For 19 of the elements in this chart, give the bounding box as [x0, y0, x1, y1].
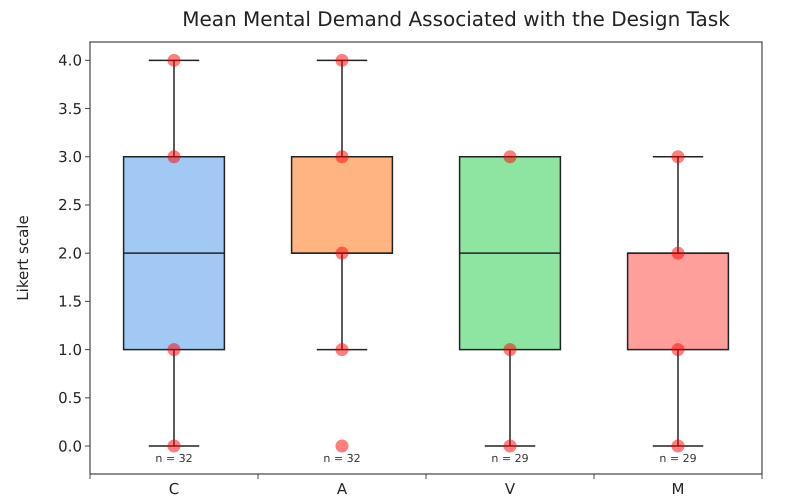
x-tick-label: M [672, 480, 684, 498]
y-tick-label: 1.0 [58, 340, 82, 359]
x-tick-label: V [504, 480, 516, 498]
y-tick-label: 3.5 [58, 100, 82, 118]
y-tick-label: 1.5 [58, 292, 82, 311]
y-tick-label: 4.0 [58, 52, 82, 70]
y-tick-label: 0.5 [58, 389, 82, 408]
annotation: n = 29 [491, 452, 529, 465]
y-tick-label: 3.0 [58, 148, 82, 166]
x-tick-label: C [168, 480, 180, 498]
y-tick-label: 0.0 [58, 437, 82, 456]
annotation: n = 32 [155, 452, 193, 465]
chart-title: Mean Mental Demand Associated with the Design Task [182, 7, 730, 31]
annotation: n = 29 [659, 452, 697, 465]
annotation: n = 32 [323, 452, 361, 465]
y-axis-title: Likert scale [14, 215, 32, 301]
y-tick-label: 2.5 [58, 196, 82, 214]
x-tick-label: A [336, 480, 348, 498]
y-tick-label: 2.0 [58, 244, 82, 262]
